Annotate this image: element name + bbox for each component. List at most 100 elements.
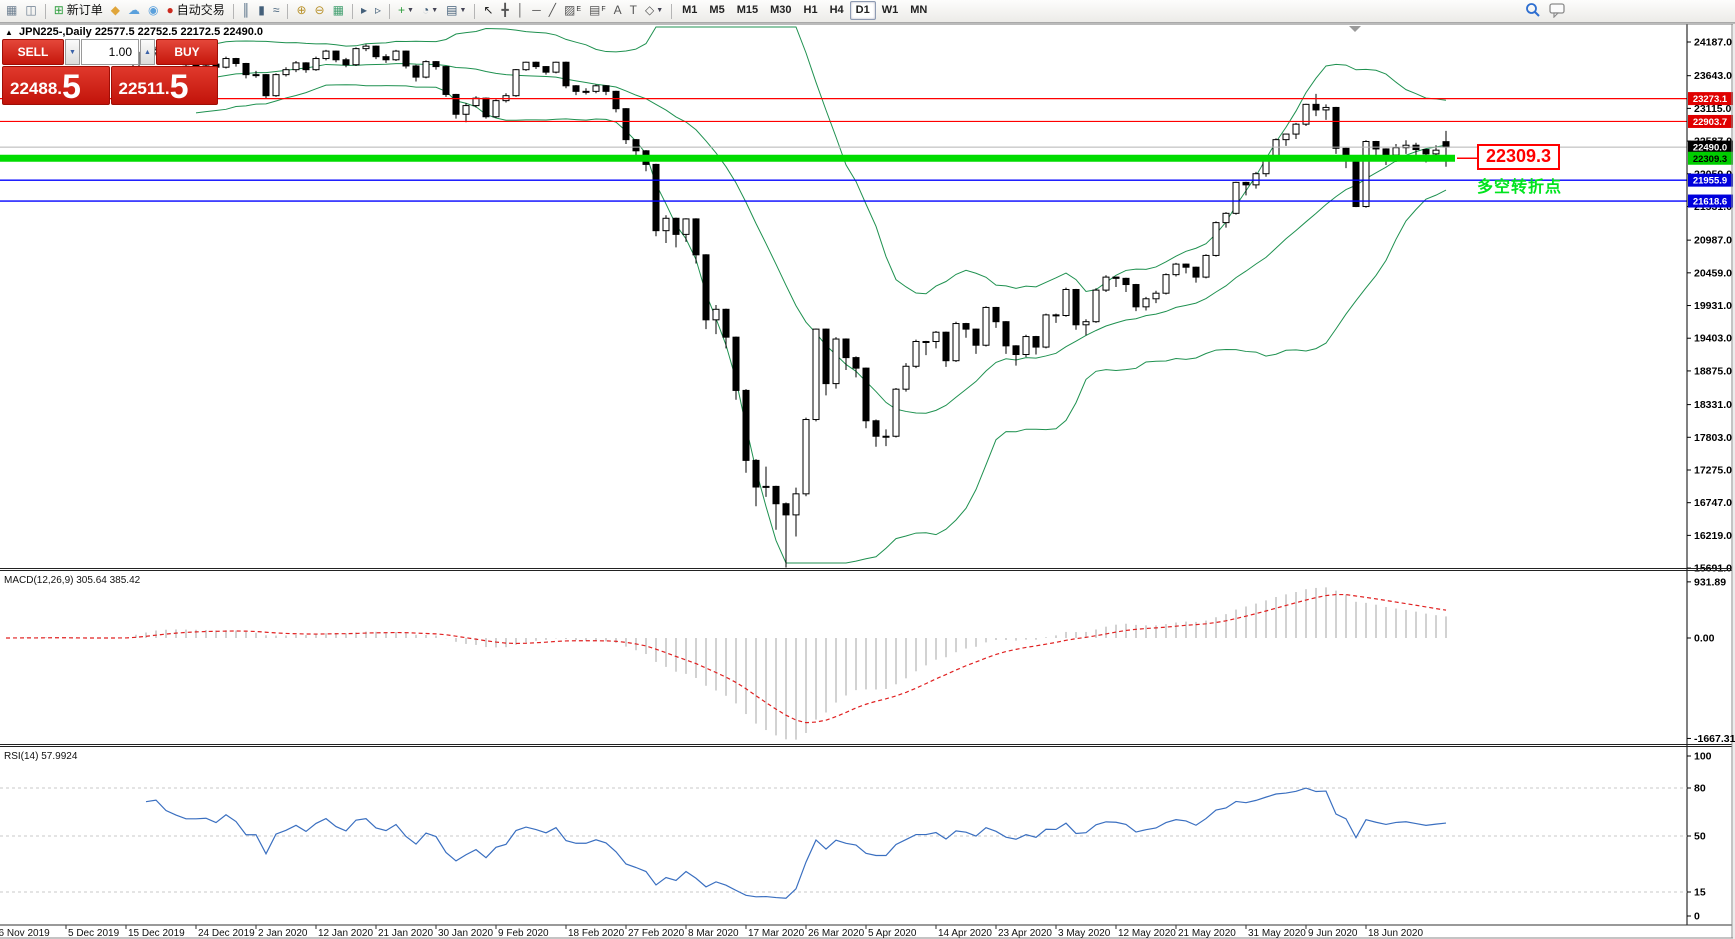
date-axis: 26 Nov 2019 5 Dec 2019 15 Dec 2019 24 Dec 2…: [0, 925, 1423, 939]
symbol-name: JPN225-,Daily: [18, 26, 92, 38]
channel-tool[interactable]: ▨ E: [563, 3, 581, 17]
svg-text:0: 0: [1694, 911, 1700, 923]
crosshair-tool[interactable]: ╋: [501, 3, 509, 17]
chart-shift-marker[interactable]: [1349, 26, 1361, 32]
svg-text:21618.6: 21618.6: [1693, 197, 1727, 208]
svg-text:15 Dec 2019: 15 Dec 2019: [128, 928, 185, 939]
timeframe-m30[interactable]: M30: [770, 4, 792, 16]
svg-text:18875.0: 18875.0: [1694, 365, 1732, 377]
svg-text:2 Jan 2020: 2 Jan 2020: [258, 928, 308, 939]
svg-text:5 Apr 2020: 5 Apr 2020: [868, 928, 917, 939]
svg-text:26 Nov 2019: 26 Nov 2019: [0, 928, 50, 939]
svg-text:16747.0: 16747.0: [1694, 497, 1732, 509]
svg-text:931.89: 931.89: [1694, 576, 1726, 588]
bollinger-lower-line: [195, 84, 1447, 564]
buy-price[interactable]: 22511. 5: [110, 66, 218, 105]
macd-histogram: [15, 587, 1447, 740]
buy-button[interactable]: BUY: [156, 39, 218, 65]
svg-text:23 Apr 2020: 23 Apr 2020: [998, 928, 1052, 939]
svg-text:17803.0: 17803.0: [1694, 432, 1732, 444]
toolbar: ▦ ◫ ⊞ 新订单 ◆ ☁ ◉ ● 自动交易 ║ ▮ ≈ ⊕ ⊖ ▦ ▸ ▹ + ▼ ◔ ▼ ▤ ▼ ↖ ╋ │ ─ ╱ ▨ E ▤ F A T ◇…: [0, 0, 1735, 23]
bar-chart-icon[interactable]: ║: [241, 3, 251, 17]
sell-price[interactable]: 22488. 5: [2, 66, 110, 105]
svg-text:12 Jan 2020: 12 Jan 2020: [318, 928, 373, 939]
svg-text:31 May 2020: 31 May 2020: [1248, 928, 1306, 939]
svg-text:24187.0: 24187.0: [1694, 37, 1732, 49]
template-icon[interactable]: ▤ ▼: [446, 3, 467, 17]
volume-decrease-button[interactable]: ▼: [65, 39, 80, 65]
metaeditor-icon[interactable]: ◆: [110, 3, 120, 17]
sell-button[interactable]: SELL: [2, 39, 64, 65]
collapse-arrow-icon[interactable]: ▲: [5, 28, 13, 37]
svg-text:8 Mar 2020: 8 Mar 2020: [688, 928, 739, 939]
chart-shift-icon[interactable]: ▹: [374, 3, 381, 17]
profiles-icon[interactable]: ◫: [25, 3, 37, 17]
fibonacci-tool[interactable]: ▤ F: [588, 3, 606, 17]
svg-text:5 Dec 2019: 5 Dec 2019: [68, 928, 120, 939]
horizontal-lines[interactable]: [0, 97, 1687, 202]
timeframe-h4[interactable]: H4: [829, 4, 844, 16]
new-chart-icon[interactable]: ▦: [6, 3, 18, 17]
sell-price-big-digit: 5: [62, 68, 81, 105]
timeframe-m5[interactable]: M5: [709, 4, 725, 16]
svg-text:22309.3: 22309.3: [1693, 154, 1727, 165]
toolbar-separator: [44, 4, 46, 19]
svg-text:17275.0: 17275.0: [1694, 464, 1732, 476]
trendline-tool[interactable]: ╱: [548, 3, 556, 17]
timeframe-m1[interactable]: M1: [682, 4, 698, 16]
toolbar-separator: [351, 4, 353, 19]
svg-text:15: 15: [1694, 887, 1706, 899]
svg-text:-1667.31: -1667.31: [1694, 733, 1735, 745]
macd-indicator-label: MACD(12,26,9) 305.64 385.42: [4, 575, 141, 586]
period-icon[interactable]: ◔ ▼: [421, 3, 439, 17]
svg-text:23273.1: 23273.1: [1693, 94, 1728, 105]
toolbar-right-icons: [1525, 2, 1567, 18]
line-chart-icon[interactable]: ≈: [272, 3, 280, 17]
price-annotation-box[interactable]: 22309.3: [1477, 144, 1561, 170]
auto-scroll-icon[interactable]: ▸: [360, 3, 367, 17]
chat-icon[interactable]: [1549, 2, 1567, 18]
timeframe-mn[interactable]: MN: [910, 4, 928, 16]
community-icon[interactable]: ☁: [128, 3, 140, 17]
new-order-button[interactable]: ⊞ 新订单: [53, 3, 103, 17]
svg-text:23643.0: 23643.0: [1694, 70, 1732, 82]
zoom-in-icon[interactable]: ⊕: [296, 3, 307, 17]
label-tool[interactable]: T: [629, 3, 637, 17]
tile-windows-icon[interactable]: ▦: [332, 3, 344, 17]
price-badge-21955.9: [1688, 173, 1733, 187]
rsi-axis: 100 80 50 15 0: [1687, 751, 1712, 923]
svg-text:18331.0: 18331.0: [1694, 399, 1732, 411]
timeframe-m15[interactable]: M15: [736, 4, 759, 16]
vline-tool[interactable]: │: [516, 3, 525, 17]
search-icon[interactable]: [1525, 2, 1541, 18]
svg-text:17 Mar 2020: 17 Mar 2020: [748, 928, 805, 939]
signals-icon[interactable]: ◉: [148, 3, 159, 17]
window-frame: [0, 23, 1735, 939]
macd-axis: 931.89 0.00 -1667.31: [1687, 576, 1735, 745]
arrows-tool[interactable]: ◇ ▼: [644, 3, 664, 17]
timeframe-h1[interactable]: H1: [803, 4, 818, 16]
zoom-out-icon[interactable]: ⊖: [314, 3, 325, 17]
volume-increase-button[interactable]: ▲: [140, 39, 155, 65]
svg-text:50: 50: [1694, 831, 1706, 843]
cursor-tool[interactable]: ↖: [483, 3, 494, 17]
add-indicator-button[interactable]: + ▼: [398, 3, 414, 17]
candlestick-chart-icon[interactable]: ▮: [258, 3, 265, 17]
hline-tool[interactable]: ─: [532, 3, 541, 17]
timeframe-d1[interactable]: D1: [849, 1, 876, 20]
price-badge-22903.7: [1688, 114, 1733, 128]
rsi-levels: [0, 787, 1687, 893]
price-badge-22309.3: [1688, 151, 1733, 165]
svg-text:12 May 2020: 12 May 2020: [1118, 928, 1176, 939]
volume-input[interactable]: [81, 39, 139, 65]
svg-text:26 Mar 2020: 26 Mar 2020: [808, 928, 865, 939]
svg-text:9 Feb 2020: 9 Feb 2020: [498, 928, 549, 939]
toolbar-separator: [474, 4, 476, 19]
timeframe-w1[interactable]: W1: [881, 4, 899, 16]
svg-text:100: 100: [1694, 751, 1712, 763]
note-text[interactable]: 多空转折点: [1477, 179, 1563, 196]
current-price-badge: [1688, 140, 1733, 154]
text-tool[interactable]: A: [613, 3, 622, 17]
autotrading-button[interactable]: ● 自动交易: [166, 3, 225, 17]
